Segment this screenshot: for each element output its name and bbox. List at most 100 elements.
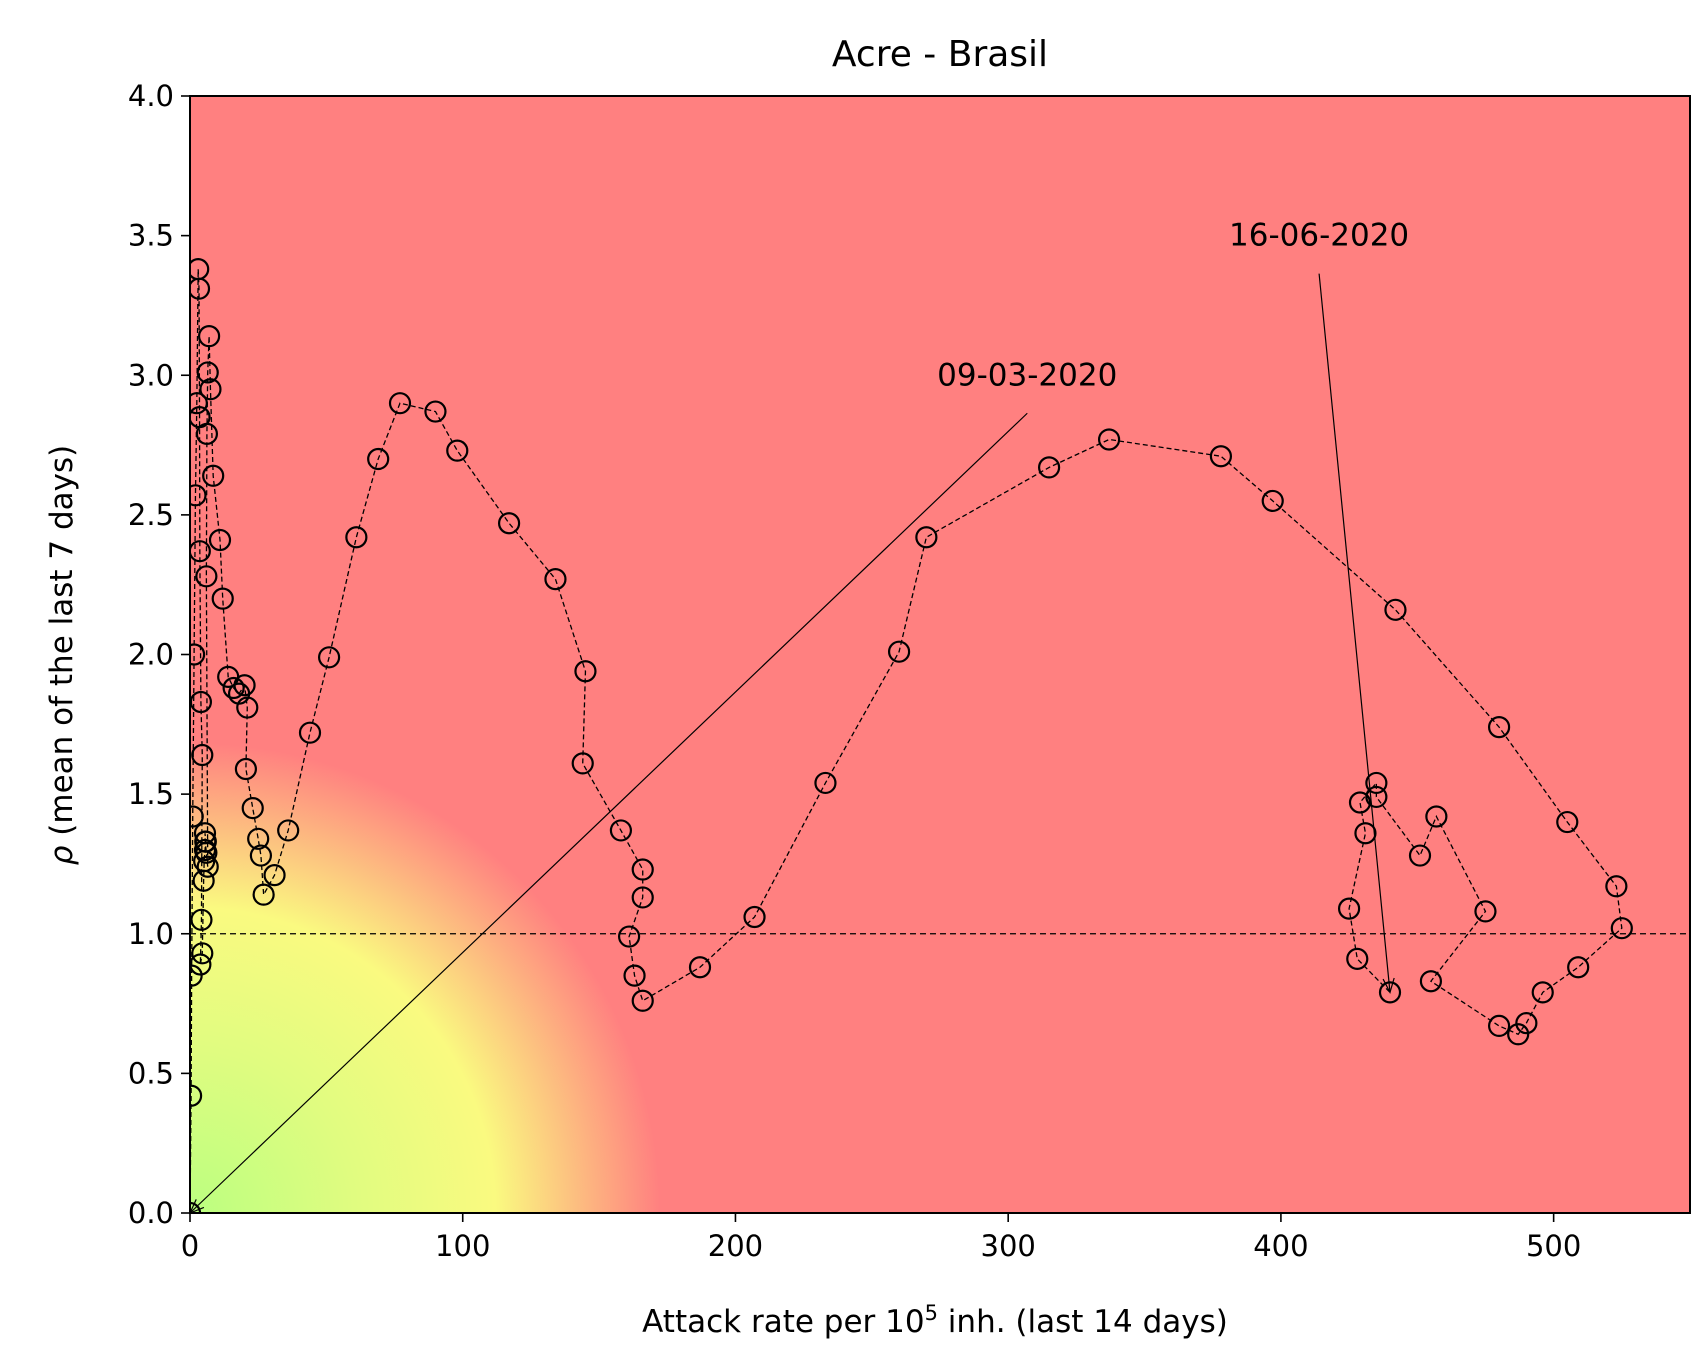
annotation-arrow: [189, 412, 1028, 1214]
data-point: [1531, 981, 1554, 1004]
data-point: [247, 827, 270, 850]
data-point: [190, 484, 207, 507]
data-point: [1556, 810, 1579, 834]
data-point: [367, 447, 390, 471]
data-point: [190, 908, 213, 931]
data-point: [1408, 844, 1432, 867]
x-axis-ticks: 0 100 200 300 400 500: [181, 1213, 1581, 1263]
data-point: [688, 956, 712, 979]
annotation-arrow: [1318, 273, 1391, 993]
x-tick-label: 300: [981, 1229, 1036, 1263]
data-point: [1419, 970, 1443, 993]
data-point: [1378, 981, 1402, 1004]
data-point: [617, 925, 641, 948]
data-point: [1425, 805, 1448, 828]
data-point: [1474, 900, 1497, 923]
data-point: [211, 587, 234, 610]
data-point: [1346, 947, 1369, 970]
data-point: [497, 512, 521, 535]
data-point: [1610, 917, 1633, 940]
y-tick-label: 3.0: [128, 358, 174, 392]
series-points: [190, 258, 1633, 1213]
data-point: [1365, 785, 1388, 809]
data-point: [233, 674, 256, 697]
y-axis-ticks: 0.0 0.5 1.0 1.5 2.0 2.5 3.0 3.5 4.0: [128, 79, 190, 1230]
data-point: [1507, 1023, 1530, 1046]
data-point: [298, 721, 322, 744]
data-point: [1348, 791, 1372, 814]
data-point: [1487, 1014, 1511, 1038]
data-point: [197, 325, 221, 348]
data-point: [208, 528, 232, 552]
x-tick-label: 0: [181, 1229, 199, 1263]
data-point: [277, 819, 300, 842]
data-point: [249, 844, 273, 867]
series-path: [190, 269, 1623, 1213]
data-point: [345, 526, 368, 549]
data-point: [263, 864, 286, 887]
plot-area: 09-03-2020 16-06-2020: [188, 95, 1691, 1215]
y-axis-label-symbol: ρ: [44, 845, 80, 865]
y-tick-label: 0.0: [128, 1196, 174, 1230]
x-tick-label: 100: [435, 1229, 490, 1263]
data-point: [196, 855, 219, 878]
data-point: [190, 643, 206, 666]
y-tick-label: 3.5: [128, 219, 174, 253]
data-point: [388, 392, 412, 415]
data-point: [631, 858, 654, 881]
y-tick-label: 1.0: [128, 917, 174, 951]
x-axis-label-prefix: Attack rate per 10: [642, 1304, 924, 1340]
data-point: [190, 392, 208, 415]
annotation-label: 16-06-2020: [1229, 218, 1409, 254]
data-point: [631, 989, 654, 1012]
annotations: 09-03-2020 16-06-2020: [188, 218, 1409, 1215]
data-point: [234, 757, 258, 781]
data-point: [1261, 489, 1284, 513]
data-point: [571, 752, 594, 775]
data-point: [196, 361, 219, 384]
data-point: [252, 883, 275, 906]
chart-title: Acre - Brasil: [832, 34, 1048, 75]
data-point: [202, 464, 225, 487]
data-point: [190, 964, 203, 987]
data-point: [195, 841, 218, 864]
y-tick-label: 2.0: [128, 638, 174, 672]
data-point: [631, 886, 654, 909]
data-point: [814, 771, 837, 795]
data-point: [1037, 456, 1061, 479]
data-point: [1487, 716, 1511, 739]
y-tick-label: 4.0: [128, 79, 174, 113]
data-point: [190, 277, 211, 300]
data-point: [1365, 771, 1388, 795]
data-point: [191, 942, 214, 965]
data-point: [915, 526, 938, 549]
data-point: [1337, 897, 1361, 920]
data-point: [190, 540, 211, 563]
y-tick-label: 1.5: [128, 777, 174, 811]
data-point: [317, 646, 341, 669]
data-point: [1384, 598, 1407, 621]
data-point: [191, 743, 214, 767]
risk-background-gradient: [190, 96, 1690, 1213]
y-tick-label: 2.5: [128, 498, 174, 532]
data-point: [609, 819, 633, 842]
data-point: [1209, 445, 1233, 468]
data-point: [574, 660, 597, 683]
data-point: [222, 676, 245, 700]
y-tick-label: 0.5: [128, 1056, 174, 1090]
data-point: [194, 830, 217, 853]
data-point: [1605, 875, 1628, 898]
data-point: [195, 565, 218, 588]
data-point: [195, 422, 219, 445]
x-axis-label: Attack rate per 105 inh. (last 14 days): [642, 1301, 1228, 1340]
data-point: [887, 640, 911, 663]
data-point: [1354, 822, 1377, 845]
data-point: [1567, 956, 1590, 979]
data-point: [623, 964, 646, 987]
annotation-label: 09-03-2020: [937, 357, 1117, 393]
y-axis-label-text: (mean of the last 7 days): [44, 445, 80, 846]
data-point: [241, 796, 264, 820]
x-tick-label: 400: [1253, 1229, 1308, 1263]
y-axis-label: ρ (mean of the last 7 days): [44, 445, 80, 865]
